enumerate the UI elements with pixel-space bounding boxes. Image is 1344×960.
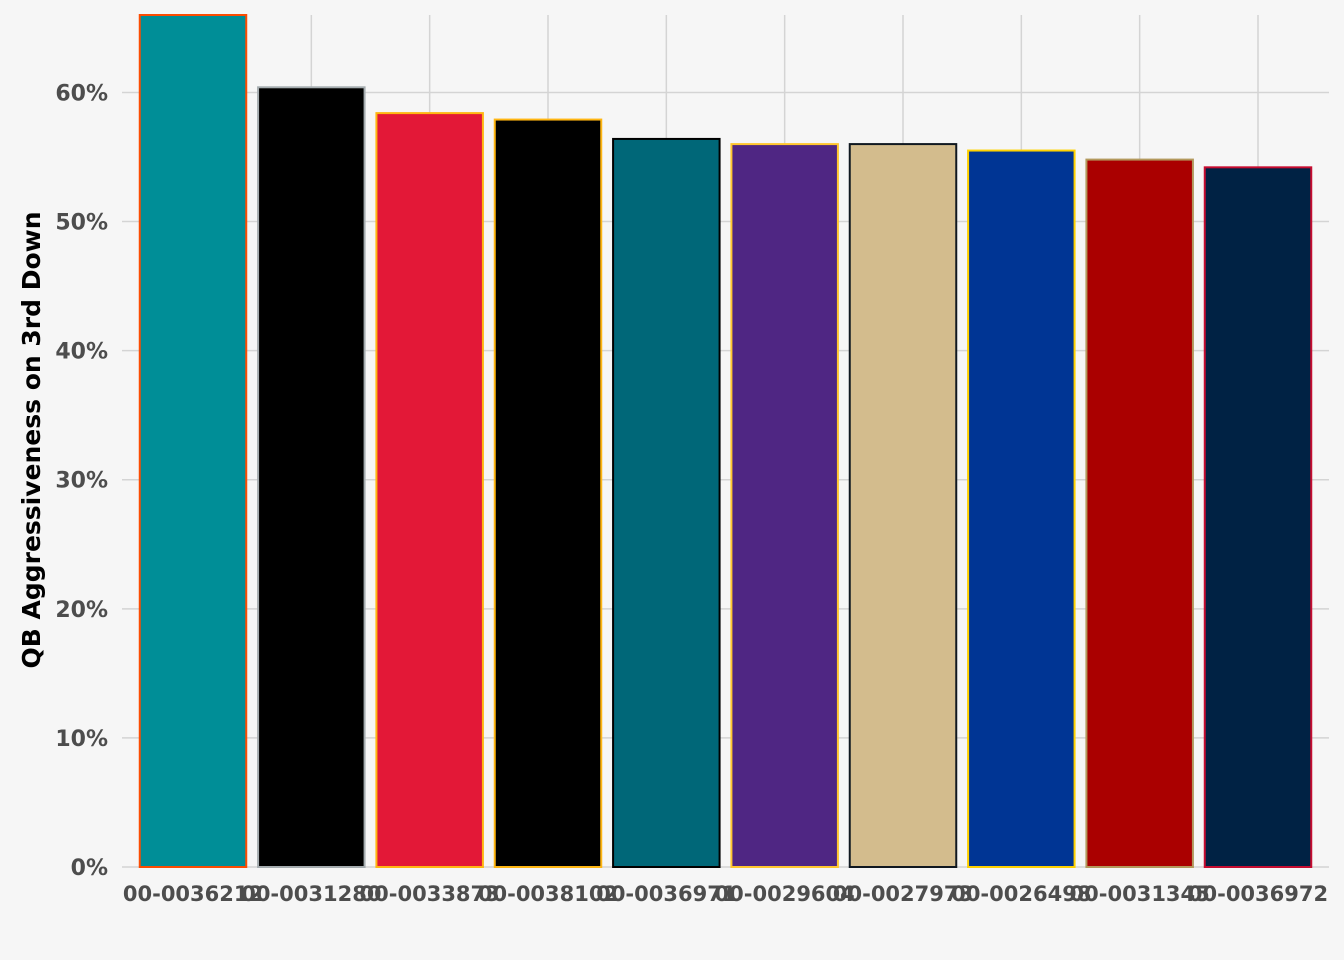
y-axis-ticks: 0% 10% 20% 30% 40% 50% 60% <box>55 81 108 881</box>
x-tick-label: 00-0027973 <box>833 882 973 906</box>
bar <box>257 86 366 869</box>
y-tick-label: 50% <box>55 211 108 236</box>
y-tick-label: 20% <box>55 598 108 623</box>
bar <box>730 143 839 869</box>
x-axis-ticks: 00-003621200-003128000-003387300-0038102… <box>123 882 1328 906</box>
y-tick-label: 60% <box>55 81 108 106</box>
x-tick-label: 00-0036972 <box>1188 882 1328 906</box>
y-axis-title: QB Aggressiveness on 3rd Down <box>17 211 46 668</box>
bar <box>848 143 958 869</box>
y-tick-label: 30% <box>55 469 108 494</box>
bar <box>967 149 1076 868</box>
bar <box>1203 166 1313 868</box>
x-tick-label: 00-0026498 <box>951 882 1091 906</box>
x-tick-label: 00-0036971 <box>596 882 736 906</box>
x-tick-label: 00-0036212 <box>123 882 263 906</box>
bar <box>493 118 603 868</box>
x-tick-label: 00-0029604 <box>715 882 855 906</box>
bar-layer <box>138 14 1313 869</box>
bar <box>612 137 721 869</box>
x-tick-label: 00-0033873 <box>360 882 500 906</box>
y-tick-label: 40% <box>55 340 108 365</box>
bar <box>138 14 248 868</box>
bar <box>1085 158 1194 868</box>
y-tick-label: 0% <box>71 856 108 881</box>
y-tick-label: 10% <box>55 727 108 752</box>
bar <box>375 112 484 869</box>
x-tick-label: 00-0038102 <box>478 882 618 906</box>
x-tick-label: 00-0031280 <box>241 882 381 906</box>
x-tick-label: 00-0031345 <box>1070 882 1210 906</box>
